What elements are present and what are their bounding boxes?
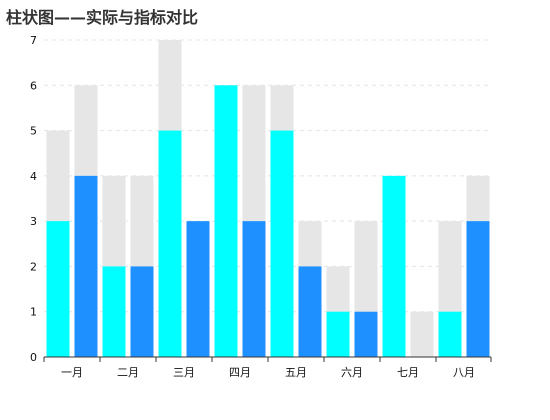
actual-bar [102, 266, 126, 357]
actual-bar [242, 221, 266, 357]
actual-bar [74, 175, 98, 357]
chart-title: 柱状图——实际与指标对比 [6, 8, 199, 27]
x-tick-label: 六月 [341, 366, 363, 379]
x-tick-label: 五月 [285, 366, 307, 379]
actual-bar [130, 266, 154, 357]
y-tick-label: 4 [30, 170, 37, 183]
actual-bar [382, 175, 406, 357]
actual-bar [158, 130, 182, 357]
target-bar [410, 311, 434, 357]
x-tick-label: 一月 [61, 366, 83, 379]
x-tick-label: 二月 [117, 366, 139, 379]
x-tick-label: 三月 [173, 366, 195, 379]
actual-bar [298, 266, 322, 357]
actual-bar [466, 221, 490, 357]
y-tick-label: 1 [30, 306, 37, 319]
actual-bar [46, 221, 70, 357]
y-tick-label: 5 [30, 125, 37, 138]
actual-bar [326, 311, 350, 357]
y-tick-label: 7 [30, 34, 37, 47]
actual-bar [270, 130, 294, 357]
y-tick-label: 2 [30, 260, 37, 273]
y-tick-label: 0 [30, 351, 37, 364]
actual-bar [186, 221, 210, 357]
actual-bar [214, 85, 238, 358]
y-tick-label: 3 [30, 215, 37, 228]
actual-bar [354, 311, 378, 357]
x-tick-label: 八月 [453, 366, 475, 379]
x-tick-label: 七月 [397, 366, 419, 379]
x-tick-label: 四月 [229, 366, 251, 379]
y-tick-label: 6 [30, 79, 37, 92]
actual-bar [438, 311, 462, 357]
